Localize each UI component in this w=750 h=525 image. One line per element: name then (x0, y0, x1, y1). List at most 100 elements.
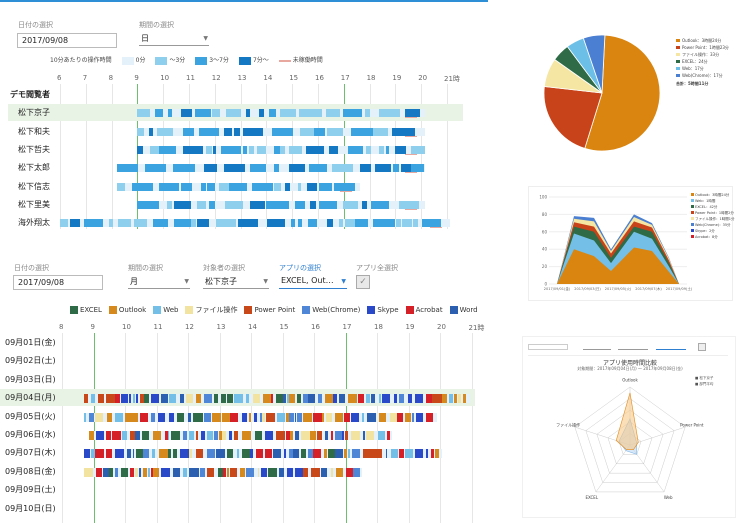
app-usage-bar (387, 431, 391, 440)
app-usage-bar (97, 394, 105, 404)
activity-bar (326, 109, 341, 118)
legend-label: Web：17分 (682, 66, 704, 71)
period-select[interactable]: 月 ▼ (128, 275, 190, 289)
app-usage-bar (207, 467, 215, 477)
app-usage-bar (229, 431, 233, 440)
app-usage-bar (242, 449, 250, 459)
activity-bar (258, 109, 265, 118)
legend-label: Web(Chrome)：35分 (695, 223, 731, 227)
date-input[interactable]: 2017/09/08 (13, 275, 103, 290)
inactive-marker (405, 153, 417, 155)
area-legend: Outlook：3時間24分 Web：1時間 EXCEL：42分 Power Poin… (691, 193, 734, 241)
app-usage-bar (328, 449, 335, 459)
activity-bar (117, 164, 138, 173)
app-usage-bar (389, 412, 398, 422)
app-select[interactable]: EXCEL, Out… ▼ (279, 275, 347, 289)
app-usage-bar (233, 394, 244, 404)
area-legend-item: Power Point：1時間2分 (691, 211, 734, 216)
radar-axis-label: Power Point (680, 422, 704, 427)
app-usage-bar (212, 412, 222, 422)
activity-bar (411, 145, 425, 154)
app-usage-bar (300, 431, 311, 440)
legend-swatch (676, 53, 680, 56)
activity-bar (242, 127, 263, 136)
app-usage-bar (206, 449, 216, 459)
app-usage-bar (140, 412, 149, 422)
app-usage-bar (135, 431, 141, 440)
hour-gridline (447, 84, 448, 229)
inactive-marker (430, 227, 442, 229)
activity-bar (395, 145, 406, 154)
activity-bar (412, 219, 418, 228)
activity-bar (305, 145, 325, 154)
app-usage-bar (348, 449, 350, 459)
hour-gridline (292, 84, 294, 229)
app-usage-bar (266, 412, 275, 422)
date-input[interactable]: 2017/09/08 (17, 33, 117, 48)
app-usage-bar (318, 394, 322, 404)
target-label: 対象者の選択 (203, 264, 245, 272)
app-usage-bar (365, 394, 370, 404)
radar-period-select[interactable] (583, 346, 611, 350)
row-label: 09月01日(金) (5, 338, 56, 347)
app-usage-bar (188, 449, 192, 459)
app-usage-bar (106, 412, 113, 422)
pie-legend: Outlook：3時間24分 Power Point：1時間23分 ファイル操作：3… (676, 38, 729, 87)
radar-allapp-checkbox[interactable] (698, 343, 706, 351)
radar-app-select[interactable] (656, 346, 686, 350)
radar-controls (528, 340, 728, 356)
app-usage-bar (249, 412, 252, 422)
target-select[interactable]: 松下京子 ▼ (203, 275, 269, 289)
app-usage-bar (435, 449, 439, 459)
hour-gridline (369, 84, 371, 229)
hour-tick: 10 (122, 323, 131, 331)
activity-bar (179, 219, 192, 228)
radar-date-input[interactable] (528, 344, 568, 350)
x-tick: 2017/09/07(木) (635, 286, 662, 291)
activity-bar (319, 200, 338, 209)
app-usage-bar (223, 467, 227, 477)
check-icon: ✓ (359, 277, 367, 287)
hour-tick: 20 (418, 74, 428, 82)
legend-label: Outlook (118, 306, 147, 314)
legend-swatch (676, 39, 680, 42)
app-usage-bar (136, 394, 138, 404)
app-usage-bar (317, 431, 323, 440)
hour-tick: 17 (342, 323, 352, 331)
app-usage-bar (345, 467, 353, 477)
hour-gridline (219, 333, 221, 523)
app-usage-bar (297, 394, 301, 404)
row-label: 09月04日(月) (5, 393, 56, 403)
area-chart-panel: 100 80 60 40 20 0 2017/09/01(金) 2017/09/03(日) 20… (528, 186, 734, 301)
app-usage-bar (213, 431, 219, 440)
idle-bar (89, 431, 392, 440)
period-value: 月 (130, 277, 138, 286)
chevron-down-icon: ▼ (203, 35, 208, 42)
app-usage-bar (143, 467, 148, 477)
app-usage-bar (357, 394, 365, 404)
legend-label: Web (163, 306, 179, 314)
hour-tick: 14 (263, 74, 273, 82)
activity-bar (350, 127, 373, 136)
period-select[interactable]: 日 ▼ (139, 32, 209, 46)
hour-gridline (111, 84, 113, 229)
legend-swatch (70, 306, 78, 314)
activity-bar (212, 109, 220, 118)
row-label: 09月08日(金) (5, 466, 56, 476)
period-label: 期間の選択 (128, 264, 163, 272)
app-usage-bar (84, 449, 91, 459)
legend-item: Power Point (244, 306, 295, 314)
app-usage-bar (341, 431, 345, 440)
activity-bar (318, 182, 332, 191)
app-usage-bar (114, 412, 124, 422)
radar-target-select[interactable] (618, 346, 648, 350)
activity-bar (132, 182, 154, 191)
y-tick: 20 (542, 264, 548, 269)
radar-chart: Outlook Power Point Web EXCEL ファイル操作 ■ 松下京子■ … (556, 375, 714, 500)
activity-bar (365, 109, 370, 118)
app-usage-bar (196, 431, 199, 440)
activity-bar (245, 109, 250, 118)
legend-item: Web (153, 306, 178, 314)
allapp-checkbox[interactable]: ✓ (356, 275, 370, 289)
